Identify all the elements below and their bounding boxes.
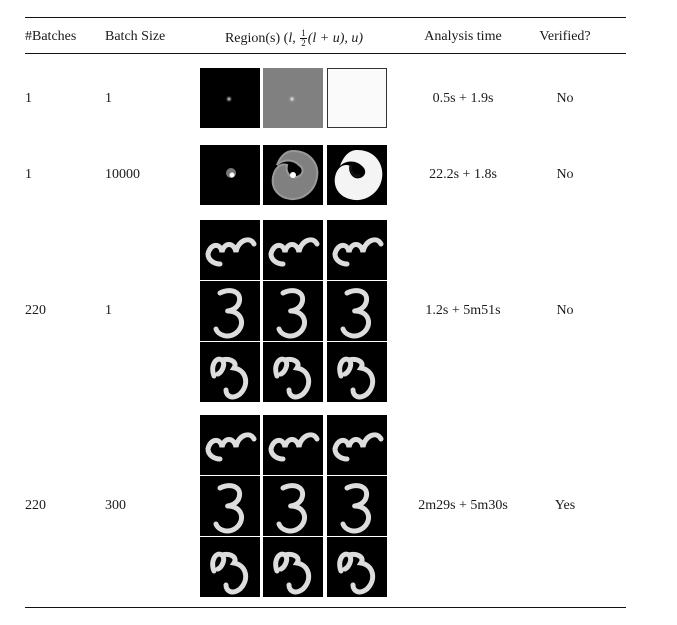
row2-batches: 1 — [25, 167, 32, 182]
row2-verified: No — [556, 167, 574, 182]
row4-region-image — [200, 476, 260, 536]
row1-verified: No — [556, 91, 574, 106]
table-header-rule — [25, 53, 626, 54]
header-regions: Region(s) (l, 1 2 (l + u), u) — [224, 28, 364, 48]
row4-analysis-time: 2m29s + 5m30s — [418, 498, 508, 513]
row4-region-image — [200, 537, 260, 597]
row1-region-mid-image — [263, 68, 323, 128]
row4-region-image — [327, 415, 387, 475]
row4-region-image — [327, 537, 387, 597]
header-analysis-time: Analysis time — [424, 29, 502, 44]
row1-region-lower-image — [200, 68, 260, 128]
row1-analysis-time: 0.5s + 1.9s — [432, 91, 494, 106]
row1-batch-size: 1 — [105, 91, 112, 106]
row1-batches: 1 — [25, 91, 32, 106]
row4-region-image — [263, 415, 323, 475]
row4-region-image — [263, 537, 323, 597]
row4-verified: Yes — [554, 498, 576, 513]
row2-analysis-time: 22.2s + 1.8s — [429, 167, 497, 182]
row4-region-image — [200, 415, 260, 475]
row2-region-upper-image — [327, 145, 387, 205]
table-bottom-rule — [25, 607, 626, 609]
row3-region-image — [200, 342, 260, 402]
row4-batches: 220 — [25, 498, 46, 513]
table-top-rule — [25, 17, 626, 19]
row3-region-image — [263, 342, 323, 402]
row3-region-image — [263, 281, 323, 341]
header-batch-size: Batch Size — [105, 29, 166, 44]
row3-region-image — [327, 342, 387, 402]
header-batches: #Batches — [25, 29, 77, 44]
fraction-numerator: 1 — [300, 28, 307, 39]
row3-region-image — [200, 281, 260, 341]
header-verified: Verified? — [539, 29, 591, 44]
row4-batch-size: 300 — [105, 498, 126, 513]
row4-region-image — [263, 476, 323, 536]
row3-region-image — [327, 220, 387, 280]
row3-analysis-time: 1.2s + 5m51s — [425, 303, 501, 318]
row3-verified: No — [556, 303, 574, 318]
row3-region-image — [327, 281, 387, 341]
row3-batches: 220 — [25, 303, 46, 318]
row1-region-upper-image — [327, 68, 387, 128]
header-regions-l: l — [288, 31, 293, 46]
header-regions-prefix: Region(s) ( — [224, 31, 289, 46]
row2-batch-size: 10000 — [105, 167, 140, 182]
row4-region-image — [327, 476, 387, 536]
row2-region-mid-image — [263, 145, 323, 205]
row3-region-image — [200, 220, 260, 280]
header-regions-mid: (l + u), u) — [307, 31, 364, 46]
row3-region-image — [263, 220, 323, 280]
fraction-denominator: 2 — [301, 38, 306, 48]
row2-region-lower-image — [200, 145, 260, 205]
row3-batch-size: 1 — [105, 303, 112, 318]
